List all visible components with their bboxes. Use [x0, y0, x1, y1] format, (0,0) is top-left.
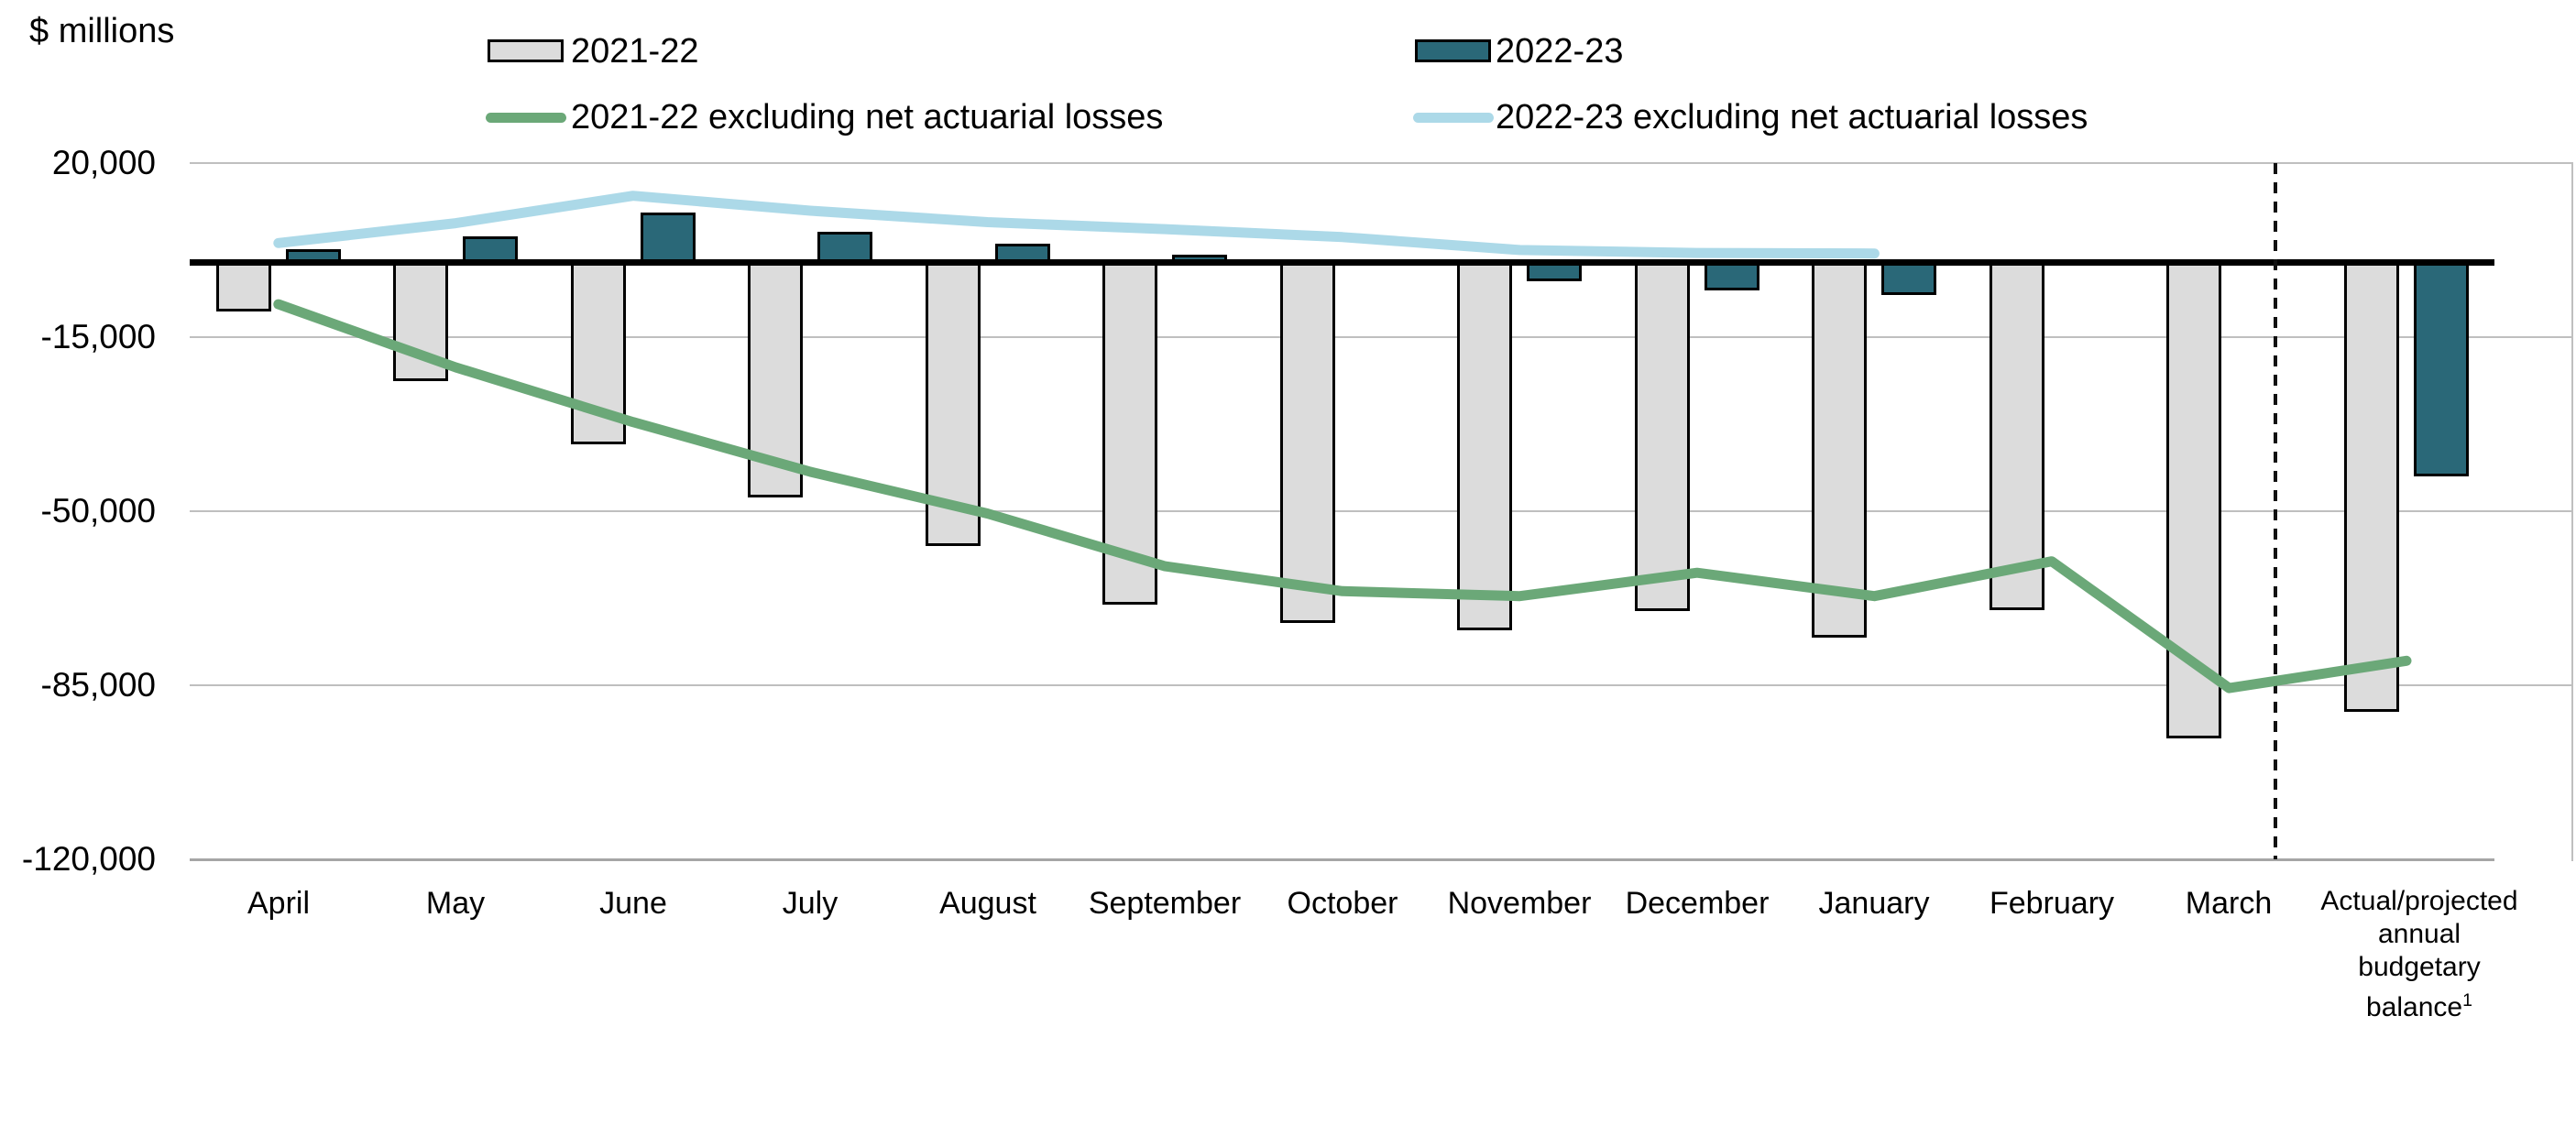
bar-2021-22 [2166, 263, 2221, 738]
y-tick-label: -50,000 [40, 492, 157, 530]
x-tick-label: September [1088, 886, 1242, 921]
zero-axis-line [190, 259, 2494, 266]
x-tick-label: May [425, 886, 486, 921]
x-axis-line [190, 858, 2494, 861]
y-tick-label: -85,000 [40, 666, 157, 704]
legend-swatch-2021-22-line [486, 113, 566, 123]
legend-swatch-2022-23-bar [1415, 39, 1491, 62]
bar-2021-22 [571, 263, 626, 444]
bar-2021-22 [1457, 263, 1512, 630]
line-2022-23-excluding-net-actuarial-losses [273, 191, 1880, 259]
legend-label-2021-22-bar: 2021-22 [571, 32, 699, 71]
x-tick-label: December [1625, 886, 1770, 921]
legend-label-2022-23-bar: 2022-23 [1496, 32, 1624, 71]
projection-divider-dashed-line [2274, 163, 2277, 859]
bar-2021-22 [393, 263, 448, 381]
x-tick-label: November [1447, 886, 1592, 921]
bar-2021-22 [1812, 263, 1867, 638]
x-tick-label: February [1989, 886, 2115, 921]
plot-right-border [2571, 163, 2573, 861]
bar-2022-23 [817, 232, 872, 263]
bar-2021-22 [1280, 263, 1335, 623]
bar-2021-22 [748, 263, 803, 497]
x-tick-label: April [247, 886, 311, 921]
bar-2022-23 [1705, 263, 1759, 290]
bar-2022-23 [1881, 263, 1936, 295]
legend-label-2022-23-line: 2022-23 excluding net actuarial losses [1496, 98, 2088, 137]
bar-2021-22 [1990, 263, 2044, 610]
bar-2022-23 [641, 213, 696, 263]
chart-title: $ millions [29, 12, 175, 50]
x-tick-label: October [1287, 886, 1398, 921]
x-tick-label: January [1818, 886, 1930, 921]
bar-2021-22 [216, 263, 271, 311]
bar-2021-22 [926, 263, 981, 546]
annual-balance-label: Actual/projected annual budgetary balance1 [2320, 886, 2518, 1022]
bar-2022-23 [2414, 263, 2469, 476]
bar-2021-22 [1102, 263, 1157, 605]
x-tick-label: June [599, 886, 667, 921]
x-tick-label: March [2185, 886, 2273, 921]
x-tick-label: August [939, 886, 1036, 921]
legend-swatch-2021-22-bar [488, 39, 564, 62]
x-tick-label: July [782, 886, 839, 921]
gridline [190, 162, 2573, 164]
bar-2022-23 [1527, 263, 1582, 281]
bar-2021-22 [2344, 263, 2399, 712]
legend-swatch-2022-23-line [1413, 113, 1494, 123]
y-tick-label: -15,000 [40, 318, 157, 355]
y-tick-label: 20,000 [51, 144, 156, 181]
bar-2021-22 [1635, 263, 1690, 611]
y-tick-label: -120,000 [21, 840, 156, 878]
legend-label-2021-22-line: 2021-22 excluding net actuarial losses [571, 98, 1164, 137]
